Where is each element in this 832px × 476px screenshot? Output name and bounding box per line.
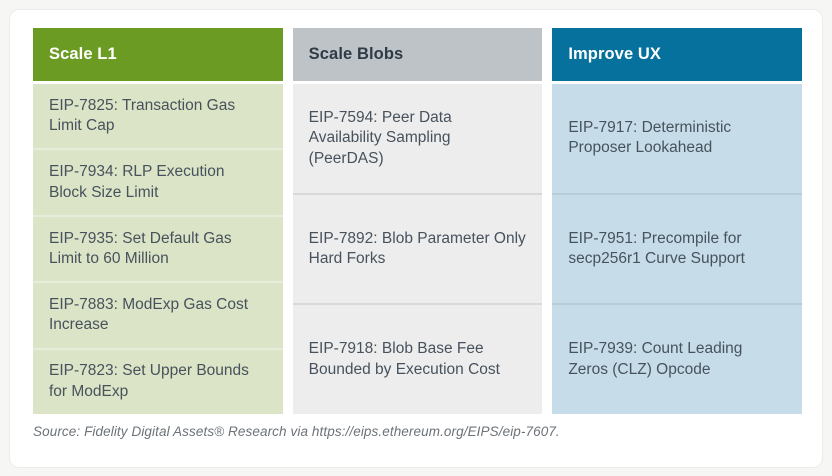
eip-cell: EIP-7892: Blob Parameter Only Hard Forks (292, 192, 543, 304)
eip-cell: EIP-7935: Set Default Gas Limit to 60 Mi… (33, 214, 283, 282)
column-header-scale-l1: Scale L1 (33, 28, 283, 81)
column-scale-blobs: Scale Blobs EIP-7594: Peer Data Availabi… (292, 28, 543, 415)
eip-cell: EIP-7594: Peer Data Availability Samplin… (292, 84, 543, 193)
eip-category-table: Scale L1 EIP-7825: Transaction Gas Limit… (33, 28, 803, 415)
column-header-scale-blobs: Scale Blobs (292, 28, 543, 81)
figure-card: Scale L1 EIP-7825: Transaction Gas Limit… (9, 9, 823, 468)
column-improve-ux: Improve UX EIP-7917: Deterministic Propo… (552, 28, 803, 415)
eip-cell: EIP-7918: Blob Base Fee Bounded by Execu… (292, 303, 543, 415)
eip-cell: EIP-7883: ModExp Gas Cost Increase (33, 281, 283, 348)
column-scale-l1: Scale L1 EIP-7825: Transaction Gas Limit… (33, 28, 283, 415)
column-header-improve-ux: Improve UX (552, 28, 803, 81)
column-cells-improve-ux: EIP-7917: Deterministic Proposer Lookahe… (552, 84, 803, 415)
eip-cell: EIP-7825: Transaction Gas Limit Cap (33, 84, 283, 149)
source-attribution: Source: Fidelity Digital Assets® Researc… (33, 424, 560, 439)
eip-cell: EIP-7917: Deterministic Proposer Lookahe… (552, 84, 803, 193)
column-cells-scale-l1: EIP-7825: Transaction Gas Limit Cap EIP-… (33, 84, 283, 415)
eip-cell: EIP-7934: RLP Execution Block Size Limit (33, 148, 283, 215)
eip-cell: EIP-7951: Precompile for secp256r1 Curve… (552, 192, 803, 304)
column-cells-scale-blobs: EIP-7594: Peer Data Availability Samplin… (292, 84, 543, 415)
eip-cell: EIP-7939: Count Leading Zeros (CLZ) Opco… (552, 303, 803, 415)
eip-cell: EIP-7823: Set Upper Bounds for ModExp (33, 347, 283, 415)
